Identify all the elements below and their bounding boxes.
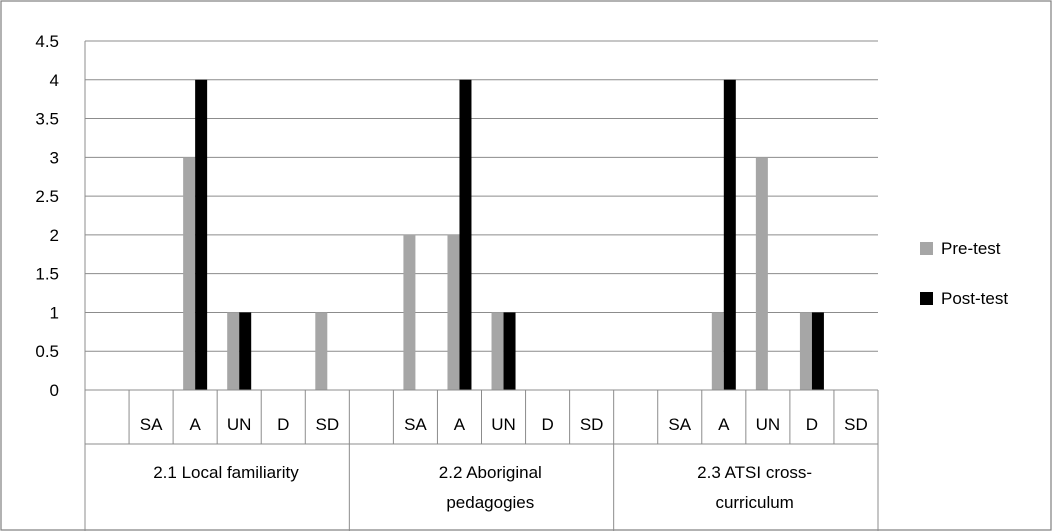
gridlines <box>85 40 878 352</box>
y-tick-label: 4 <box>50 71 59 90</box>
x-category-label: A <box>454 415 466 434</box>
bar-post-test <box>459 79 472 391</box>
x-group-labels: 2.1 Local familiarity 2.2 Aboriginal pedag… <box>153 463 812 512</box>
bars <box>183 79 824 391</box>
y-tick-label: 3.5 <box>35 110 59 129</box>
bar-post-test <box>195 79 208 391</box>
bar-post-test <box>239 312 252 390</box>
x-group-label: curriculum <box>715 493 793 512</box>
x-category-label: UN <box>227 415 252 434</box>
x-category-label: UN <box>756 415 781 434</box>
y-tick-label: 3 <box>50 148 59 167</box>
legend-label: Post-test <box>941 289 1008 308</box>
bar-pre-test <box>711 312 724 390</box>
legend: Pre-test Post-test <box>920 239 1008 308</box>
y-tick-labels: 0 0.5 1 1.5 2 2.5 3 3.5 4 4.5 <box>35 32 59 400</box>
x-category-label: A <box>189 415 201 434</box>
y-tick-label: 1 <box>50 303 59 322</box>
bar-pre-test <box>227 312 240 390</box>
x-category-labels: SA A UN D SD SA A UN D SD SA A UN D SD <box>140 415 868 434</box>
x-category-label: D <box>541 415 553 434</box>
y-tick-label: 2.5 <box>35 187 59 206</box>
legend-label: Pre-test <box>941 239 1001 258</box>
x-category-label: SA <box>404 415 427 434</box>
x-group-label: 2.3 ATSI cross- <box>697 463 812 482</box>
bar-pre-test <box>315 312 328 390</box>
bar-pre-test <box>447 234 460 390</box>
y-tick-label: 2 <box>50 226 59 245</box>
bar-pre-test <box>755 157 768 390</box>
bar-pre-test <box>183 157 196 390</box>
legend-swatch <box>920 242 933 255</box>
y-tick-label: 0 <box>50 381 59 400</box>
bar-post-test <box>723 79 736 391</box>
x-category-label: SD <box>315 415 339 434</box>
x-group-label: 2.1 Local familiarity <box>153 463 299 482</box>
x-category-label: SA <box>140 415 163 434</box>
x-category-label: A <box>718 415 730 434</box>
y-tick-label: 0.5 <box>35 342 59 361</box>
y-tick-label: 4.5 <box>35 32 59 51</box>
bar-pre-test <box>799 312 812 390</box>
x-category-label: D <box>277 415 289 434</box>
bar-post-test <box>503 312 516 390</box>
x-category-label: SD <box>844 415 868 434</box>
x-category-label: SD <box>580 415 604 434</box>
axes <box>84 41 879 531</box>
legend-swatch <box>920 292 933 305</box>
bar-pre-test <box>403 234 416 390</box>
x-category-label: SA <box>668 415 691 434</box>
bar-post-test <box>811 312 824 390</box>
x-category-label: UN <box>491 415 516 434</box>
y-tick-label: 1.5 <box>35 265 59 284</box>
x-category-label: D <box>806 415 818 434</box>
x-group-label: pedagogies <box>446 493 534 512</box>
bar-pre-test <box>491 312 504 390</box>
x-group-label: 2.2 Aboriginal <box>439 463 542 482</box>
